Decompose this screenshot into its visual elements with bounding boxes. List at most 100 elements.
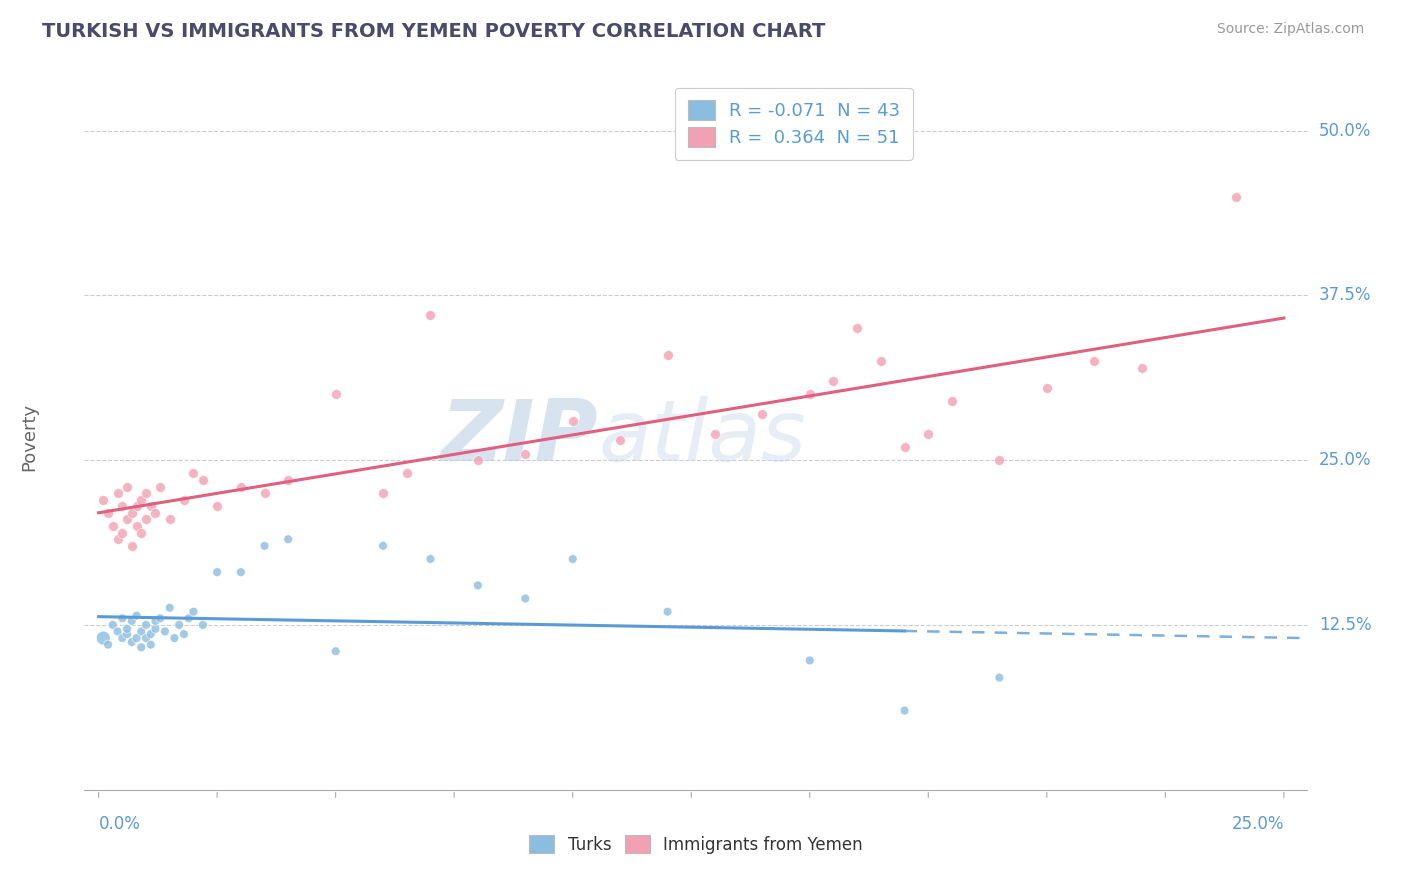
Point [111, 525, 134, 540]
Point [163, 631, 186, 645]
Point [183, 467, 205, 481]
Point [115, 512, 138, 526]
Point [988, 671, 1011, 685]
Point [561, 552, 583, 566]
Text: 37.5%: 37.5% [1319, 286, 1371, 304]
Point [657, 348, 679, 362]
Point [125, 500, 148, 514]
Point [121, 506, 143, 520]
Point [129, 492, 152, 507]
Point [751, 407, 773, 421]
Legend: Turks, Immigrants from Yemen: Turks, Immigrants from Yemen [523, 829, 869, 860]
Text: 25.0%: 25.0% [1232, 814, 1284, 832]
Point [139, 627, 162, 641]
Point [846, 321, 869, 335]
Point [125, 608, 148, 623]
Point [91, 492, 114, 507]
Point [371, 486, 394, 500]
Point [893, 440, 915, 454]
Point [515, 591, 537, 606]
Point [395, 467, 418, 481]
Point [371, 539, 394, 553]
Point [111, 631, 134, 645]
Point [229, 565, 252, 579]
Point [139, 500, 162, 514]
Text: Source: ZipAtlas.com: Source: ZipAtlas.com [1216, 22, 1364, 37]
Point [177, 611, 200, 625]
Point [253, 486, 276, 500]
Point [609, 434, 631, 448]
Point [125, 631, 148, 645]
Point [97, 506, 120, 520]
Point [870, 354, 893, 368]
Point [561, 414, 583, 428]
Point [97, 638, 120, 652]
Point [1225, 189, 1247, 203]
Point [91, 631, 114, 645]
Point [515, 446, 537, 460]
Point [101, 519, 124, 533]
Point [107, 486, 129, 500]
Point [703, 426, 725, 441]
Point [145, 614, 167, 628]
Point [1130, 360, 1153, 375]
Point [135, 618, 157, 632]
Point [153, 624, 176, 639]
Point [159, 600, 181, 615]
Point [135, 631, 157, 645]
Text: 12.5%: 12.5% [1319, 615, 1371, 634]
Point [115, 479, 138, 493]
Point [115, 627, 138, 641]
Point [191, 618, 214, 632]
Point [135, 486, 157, 500]
Point [121, 539, 143, 553]
Text: 50.0%: 50.0% [1319, 121, 1371, 140]
Point [657, 605, 679, 619]
Text: 0.0%: 0.0% [98, 814, 141, 832]
Point [205, 500, 228, 514]
Point [135, 512, 157, 526]
Point [107, 624, 129, 639]
Point [1083, 354, 1105, 368]
Point [893, 704, 915, 718]
Point [145, 506, 167, 520]
Point [183, 605, 205, 619]
Point [101, 618, 124, 632]
Point [111, 500, 134, 514]
Point [111, 611, 134, 625]
Point [205, 565, 228, 579]
Text: 25.0%: 25.0% [1319, 451, 1371, 469]
Point [823, 374, 845, 388]
Point [253, 539, 276, 553]
Point [799, 653, 821, 667]
Point [139, 638, 162, 652]
Point [121, 614, 143, 628]
Point [159, 512, 181, 526]
Text: TURKISH VS IMMIGRANTS FROM YEMEN POVERTY CORRELATION CHART: TURKISH VS IMMIGRANTS FROM YEMEN POVERTY… [42, 22, 825, 41]
Point [145, 622, 167, 636]
Point [121, 635, 143, 649]
Point [277, 473, 299, 487]
Point [419, 308, 441, 322]
Point [107, 533, 129, 547]
Point [1036, 381, 1059, 395]
Text: Poverty: Poverty [20, 403, 38, 471]
Point [167, 618, 190, 632]
Point [129, 624, 152, 639]
Point [325, 644, 347, 658]
Point [325, 387, 347, 401]
Text: atlas: atlas [598, 395, 806, 479]
Text: ZIP: ZIP [440, 395, 598, 479]
Point [149, 479, 172, 493]
Point [229, 479, 252, 493]
Point [129, 525, 152, 540]
Point [988, 453, 1011, 467]
Point [191, 473, 214, 487]
Point [917, 426, 939, 441]
Point [799, 387, 821, 401]
Point [125, 519, 148, 533]
Point [149, 611, 172, 625]
Point [173, 627, 195, 641]
Point [467, 578, 489, 592]
Point [277, 533, 299, 547]
